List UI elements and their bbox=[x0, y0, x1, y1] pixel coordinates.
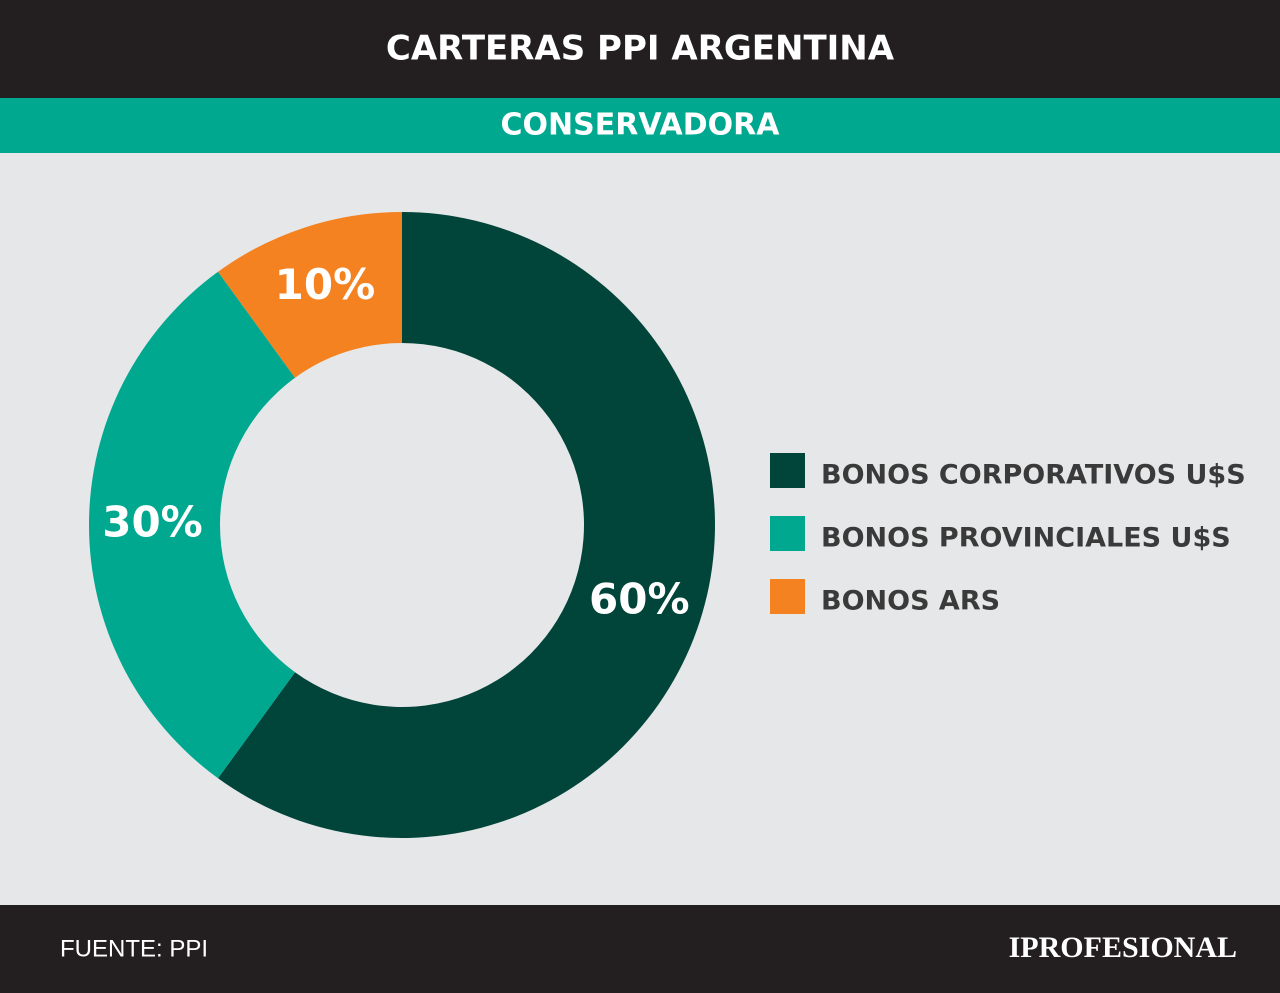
legend-swatch bbox=[770, 579, 805, 614]
donut-slice bbox=[89, 271, 296, 779]
legend-swatch bbox=[770, 453, 805, 488]
legend-label: BONOS CORPORATIVOS U$S bbox=[821, 460, 1246, 491]
chart-subtitle: CONSERVADORA bbox=[501, 108, 781, 143]
legend-swatch bbox=[770, 516, 805, 551]
legend-label: BONOS ARS bbox=[821, 586, 1000, 617]
title-bar bbox=[0, 0, 1280, 98]
legend-label: BONOS PROVINCIALES U$S bbox=[821, 523, 1231, 554]
source-note: FUENTE: PPI bbox=[60, 935, 208, 962]
subtitle-bar bbox=[0, 98, 1280, 153]
footer-bar bbox=[0, 905, 1280, 993]
data-label: 30% bbox=[102, 498, 203, 547]
data-label: 60% bbox=[589, 575, 690, 624]
brand-logo: IPROFESIONAL bbox=[1009, 931, 1237, 964]
donut-slice bbox=[218, 212, 402, 378]
donut-slice bbox=[218, 212, 716, 839]
data-label: 10% bbox=[275, 260, 376, 309]
chart-title: CARTERAS PPI ARGENTINA bbox=[386, 29, 895, 69]
